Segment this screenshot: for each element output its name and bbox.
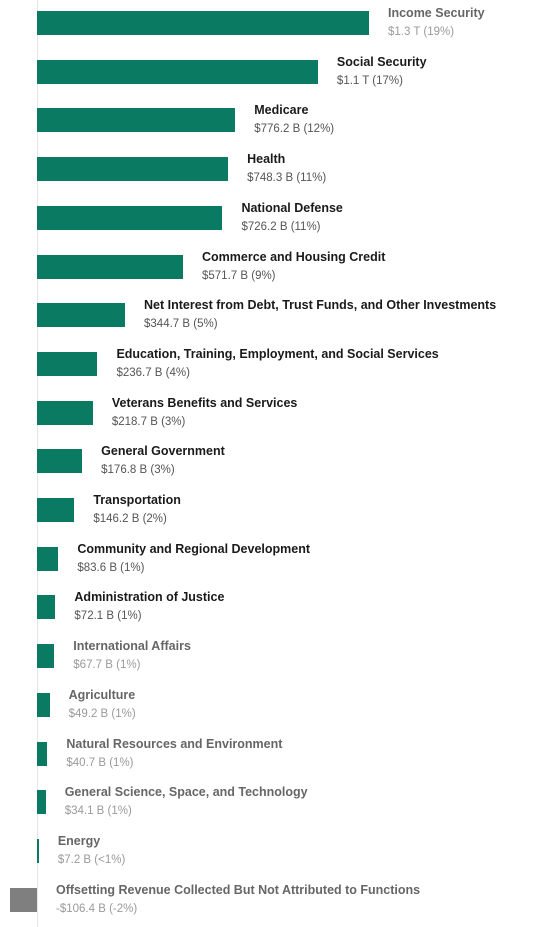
value-label: $146.2 B (2%) — [93, 513, 167, 525]
bar — [37, 206, 223, 230]
bar — [9, 888, 37, 912]
bar-label: International Affairs $67.7 B (1%) — [73, 638, 191, 673]
category-label: Natural Resources and Environment — [66, 737, 283, 751]
category-label: Agriculture — [68, 688, 136, 702]
bar-label: Offsetting Revenue Collected But Not Att… — [56, 882, 420, 917]
bar-label: General Science, Space, and Technology $3… — [65, 784, 308, 819]
bar-label: Medicare $776.2 B (12%) — [254, 102, 334, 137]
bar — [37, 60, 318, 84]
bar — [37, 790, 46, 814]
bar — [37, 108, 236, 132]
bar-label: Social Security $1.1 T (17%) — [337, 54, 427, 89]
bar — [37, 498, 75, 522]
value-label: $776.2 B (12%) — [254, 123, 335, 135]
category-label: Commerce and Housing Credit — [202, 250, 386, 264]
bar — [37, 742, 48, 766]
value-label: $67.7 B (1%) — [73, 659, 141, 671]
bar-label: Agriculture $49.2 B (1%) — [69, 687, 136, 722]
bar-label: Energy $7.2 B (<1%) — [58, 833, 125, 868]
category-label: Community and Regional Development — [77, 542, 311, 556]
bar — [37, 595, 56, 619]
value-label: $40.7 B (1%) — [66, 757, 134, 769]
bar — [37, 547, 59, 571]
bar — [37, 644, 55, 668]
category-label: Transportation — [93, 493, 181, 507]
value-label: $1.1 T (17%) — [336, 75, 403, 87]
bar-label: Commerce and Housing Credit $571.7 B (9%) — [202, 249, 385, 284]
value-label: $748.3 B (11%) — [247, 172, 327, 184]
bar-label: Net Interest from Debt, Trust Funds, and… — [144, 297, 496, 332]
category-label: Social Security — [336, 55, 427, 69]
bar — [37, 401, 93, 425]
category-label: Net Interest from Debt, Trust Funds, and… — [144, 298, 497, 312]
category-label: Medicare — [254, 103, 309, 117]
value-label: $72.1 B (1%) — [74, 610, 142, 622]
bar-label: General Government $176.8 B (3%) — [101, 443, 225, 478]
category-label: Education, Training, Employment, and Soc… — [116, 347, 439, 361]
bar — [37, 11, 369, 35]
value-label: $34.1 B (1%) — [64, 805, 132, 817]
category-label: General Science, Space, and Technology — [64, 785, 308, 799]
category-label: Health — [247, 152, 286, 166]
value-label: $176.8 B (3%) — [101, 464, 175, 476]
value-label: $83.6 B (1%) — [77, 562, 145, 574]
bar — [37, 693, 50, 717]
bar — [37, 157, 229, 181]
category-label: Income Security — [388, 6, 485, 20]
bar — [37, 449, 83, 473]
category-label: Veterans Benefits and Services — [111, 396, 298, 410]
bar-label: Natural Resources and Environment $40.7 B… — [66, 736, 282, 771]
bar — [37, 303, 126, 327]
bar — [37, 352, 98, 376]
value-label: $7.2 B (<1%) — [57, 854, 126, 866]
value-label: $571.7 B (9%) — [202, 270, 276, 282]
bar — [37, 255, 183, 279]
category-label: Energy — [57, 834, 101, 848]
value-label: $49.2 B (1%) — [68, 708, 136, 720]
category-label: International Affairs — [73, 639, 191, 653]
category-label: Administration of Justice — [74, 590, 225, 604]
bar-label: Community and Regional Development $83.6 … — [77, 541, 310, 576]
bar-label: Income Security $1.3 T (19%) — [388, 5, 485, 40]
category-label: General Government — [101, 444, 225, 458]
bar-label: National Defense $726.2 B (11%) — [241, 200, 342, 235]
value-label: $726.2 B (11%) — [241, 221, 321, 233]
value-label: -$106.4 B (-2%) — [56, 903, 138, 915]
value-label: $1.3 T (19%) — [388, 26, 455, 38]
bar-label: Administration of Justice $72.1 B (1%) — [74, 589, 224, 624]
bar-label: Transportation $146.2 B (2%) — [93, 492, 181, 527]
bar-label: Health $748.3 B (11%) — [247, 151, 326, 186]
category-label: Offsetting Revenue Collected But Not Att… — [56, 883, 421, 897]
bar-label: Education, Training, Employment, and Soc… — [116, 346, 438, 381]
bar — [37, 839, 39, 863]
value-label: $344.7 B (5%) — [144, 318, 218, 330]
category-label: National Defense — [241, 201, 343, 215]
bar-label: Veterans Benefits and Services $218.7 B (… — [112, 395, 298, 430]
value-label: $218.7 B (3%) — [111, 416, 186, 428]
value-label: $236.7 B (4%) — [116, 367, 190, 379]
